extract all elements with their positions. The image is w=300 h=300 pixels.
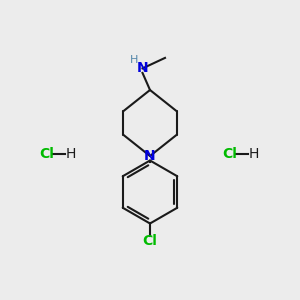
Text: H: H — [248, 148, 259, 161]
Text: N: N — [137, 61, 148, 75]
Text: H: H — [65, 148, 76, 161]
Text: Cl: Cl — [142, 235, 158, 248]
Text: Cl: Cl — [222, 148, 237, 161]
Text: N: N — [144, 149, 156, 163]
Text: H: H — [130, 55, 138, 65]
Text: Cl: Cl — [39, 148, 54, 161]
